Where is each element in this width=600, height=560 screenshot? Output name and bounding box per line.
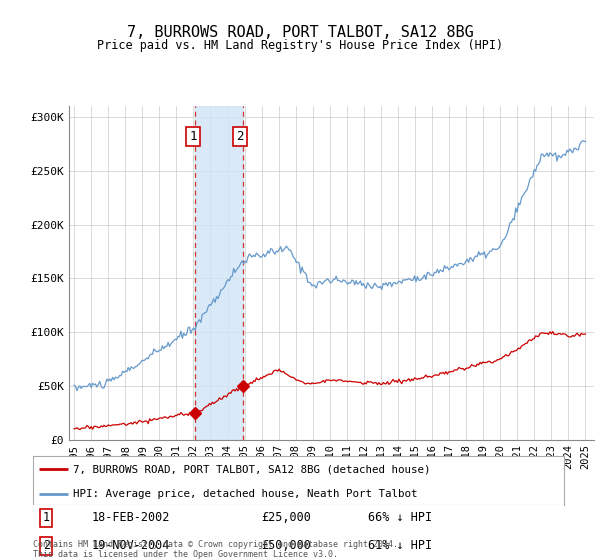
Text: HPI: Average price, detached house, Neath Port Talbot: HPI: Average price, detached house, Neat…	[73, 489, 418, 500]
Text: 7, BURROWS ROAD, PORT TALBOT, SA12 8BG: 7, BURROWS ROAD, PORT TALBOT, SA12 8BG	[127, 25, 473, 40]
Bar	[196, 106, 242, 440]
Text: £50,000: £50,000	[262, 539, 311, 552]
Text: 2: 2	[236, 130, 244, 143]
Text: 1: 1	[43, 511, 50, 524]
Text: 18-FEB-2002: 18-FEB-2002	[91, 511, 170, 524]
Text: 61% ↓ HPI: 61% ↓ HPI	[368, 539, 431, 552]
Text: 19-NOV-2004: 19-NOV-2004	[91, 539, 170, 552]
Text: 1: 1	[189, 130, 197, 143]
Text: Price paid vs. HM Land Registry's House Price Index (HPI): Price paid vs. HM Land Registry's House …	[97, 39, 503, 53]
Text: £25,000: £25,000	[262, 511, 311, 524]
Text: Contains HM Land Registry data © Crown copyright and database right 2024.
This d: Contains HM Land Registry data © Crown c…	[33, 540, 398, 559]
Text: 2: 2	[43, 539, 50, 552]
Text: 7, BURROWS ROAD, PORT TALBOT, SA12 8BG (detached house): 7, BURROWS ROAD, PORT TALBOT, SA12 8BG (…	[73, 464, 430, 474]
Text: 66% ↓ HPI: 66% ↓ HPI	[368, 511, 431, 524]
